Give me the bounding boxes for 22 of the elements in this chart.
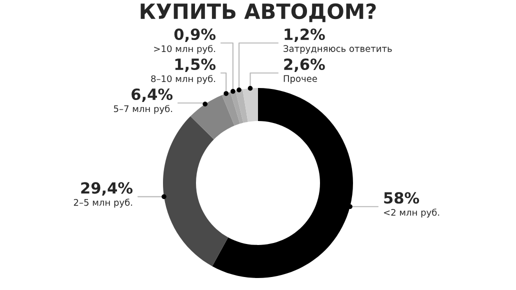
slice-label: Затрудняюсь ответить: [284, 45, 392, 54]
data-label: 1,5%: [175, 58, 216, 72]
slice-label: >10 млн руб.: [154, 45, 216, 54]
donut-slice: [236, 89, 248, 123]
data-label: 1,2%: [284, 28, 325, 42]
donut-slice: [230, 90, 244, 124]
donut-slice: [242, 88, 258, 122]
donut-slice: [212, 88, 353, 278]
donut-slice: [222, 92, 240, 126]
data-label: 58%: [384, 192, 420, 204]
donut-slice: [190, 95, 234, 140]
data-label: 6,4%: [132, 88, 173, 102]
data-label: 2,6%: [284, 58, 325, 72]
chart-title: КУПИТЬ АВТОДОМ?: [140, 3, 376, 22]
slice-label: Прочее: [284, 75, 318, 84]
slice-label: 8–10 млн руб.: [151, 75, 216, 84]
slice-label: 2–5 млн руб.: [74, 198, 132, 208]
slice-label: 5–7 млн руб.: [114, 105, 172, 114]
donut-slice: [163, 116, 228, 266]
data-label: 29,4%: [81, 182, 133, 196]
data-label: 0,9%: [174, 28, 216, 42]
slice-label: <2 млн руб.: [384, 208, 440, 218]
